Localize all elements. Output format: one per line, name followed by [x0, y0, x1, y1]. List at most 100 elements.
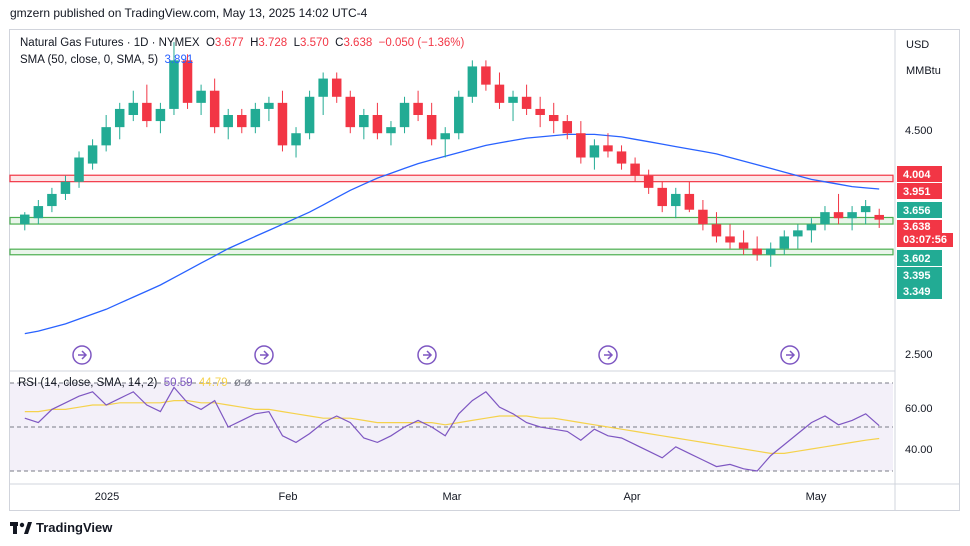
- sma-label[interactable]: SMA (50, close, 0, SMA, 5): [20, 54, 159, 66]
- candle-body: [237, 115, 247, 128]
- candle: [169, 42, 179, 115]
- candle-body: [87, 145, 98, 164]
- candle-body: [345, 96, 356, 128]
- candle: [684, 181, 695, 213]
- open-value: 3.677: [214, 37, 244, 49]
- chart-frame: [9, 29, 960, 511]
- candle-body: [291, 133, 301, 146]
- event-marker-arrow: [786, 350, 796, 360]
- candle-body: [454, 96, 464, 134]
- candle: [47, 187, 57, 213]
- candle: [643, 169, 654, 194]
- candle: [142, 84, 152, 128]
- candle-body: [372, 115, 383, 134]
- candle-body: [616, 151, 627, 164]
- candle-body: [508, 96, 518, 103]
- candle: [847, 206, 857, 231]
- candle-body: [494, 84, 505, 103]
- candle-body: [413, 102, 423, 115]
- support-zone: [9, 216, 894, 225]
- event-marker-icon: [780, 345, 800, 365]
- candle-body: [74, 157, 84, 182]
- event-marker-arrow: [423, 350, 433, 360]
- price-label-tag: 3.656: [897, 202, 942, 218]
- candle: [426, 102, 437, 146]
- candle-body: [20, 214, 30, 225]
- candle-body: [331, 78, 342, 97]
- candle-body: [576, 133, 586, 158]
- candle: [114, 102, 125, 140]
- candle-body: [589, 145, 600, 158]
- candle: [304, 90, 315, 140]
- price-label-bg: [897, 183, 942, 199]
- event-marker-arrow: [260, 350, 270, 360]
- close-value: 3.638: [343, 37, 373, 49]
- rsi-label[interactable]: RSI (14, close, SMA, 14, 2): [18, 377, 158, 389]
- candle: [101, 115, 111, 152]
- low-value: 3.570: [299, 37, 329, 49]
- candle: [223, 108, 233, 140]
- candle-body: [793, 230, 803, 237]
- candle-body: [725, 236, 735, 243]
- candle: [60, 175, 71, 200]
- candle: [793, 224, 803, 249]
- candle: [725, 224, 735, 249]
- candle-body: [155, 108, 166, 122]
- candle: [508, 90, 518, 122]
- candle: [209, 78, 220, 134]
- rsi-tick-label: 60.00: [905, 403, 933, 415]
- candle-body: [630, 163, 640, 176]
- rsi-line: [24, 386, 880, 472]
- candle-body: [711, 224, 722, 237]
- price-label-text: 4.004: [903, 169, 931, 181]
- candle-body: [250, 108, 261, 128]
- candle: [535, 96, 545, 128]
- footer-brand[interactable]: TradingView: [10, 520, 112, 535]
- candle-body: [657, 187, 667, 207]
- price-label-tag: 3.349: [897, 283, 942, 299]
- candle-body: [603, 145, 613, 152]
- price-label-tag: 03:07:56: [897, 233, 953, 247]
- price-label-bg: [897, 166, 942, 182]
- symbol-label[interactable]: Natural Gas Futures · 1D · NYMEX: [20, 37, 200, 49]
- time-tick-label: 2025: [95, 491, 119, 503]
- candle: [372, 102, 383, 140]
- candle: [657, 181, 667, 213]
- candle-body: [277, 102, 288, 146]
- candle-body: [386, 127, 396, 134]
- candle-body: [847, 212, 857, 219]
- candle: [196, 84, 206, 115]
- candle: [589, 139, 600, 170]
- candle-body: [209, 90, 220, 128]
- rsi-sma-value: 44.79: [198, 377, 228, 389]
- candle: [155, 102, 166, 134]
- price-label-bg: [897, 202, 942, 218]
- candle-body: [752, 248, 762, 255]
- candle: [548, 102, 559, 134]
- candle: [494, 72, 505, 109]
- event-marker-arrow: [78, 350, 88, 360]
- price-label-text: 03:07:56: [903, 234, 947, 246]
- candle: [128, 90, 139, 122]
- candle: [237, 108, 247, 134]
- candle: [413, 90, 423, 122]
- candle: [616, 145, 627, 170]
- candle-body: [101, 127, 111, 146]
- candle-body: [765, 248, 776, 255]
- candle: [874, 208, 884, 228]
- rsi-legend: RSI (14, close, SMA, 14, 2) 50.59 44.79 …: [18, 377, 251, 389]
- event-marker-icon: [254, 345, 274, 365]
- price-label-text: 3.395: [903, 270, 931, 282]
- candle: [698, 200, 708, 231]
- candle: [331, 72, 342, 103]
- candle: [765, 242, 776, 267]
- time-tick-label: Feb: [279, 491, 298, 503]
- currency-label: USD: [906, 39, 929, 51]
- price-label-tag: 4.004: [897, 166, 942, 182]
- event-marker-icon: [417, 345, 437, 365]
- unit-label: MMBtu: [906, 65, 941, 77]
- candle: [521, 84, 532, 115]
- event-marker-arrow: [604, 350, 614, 360]
- candle-body: [33, 206, 44, 219]
